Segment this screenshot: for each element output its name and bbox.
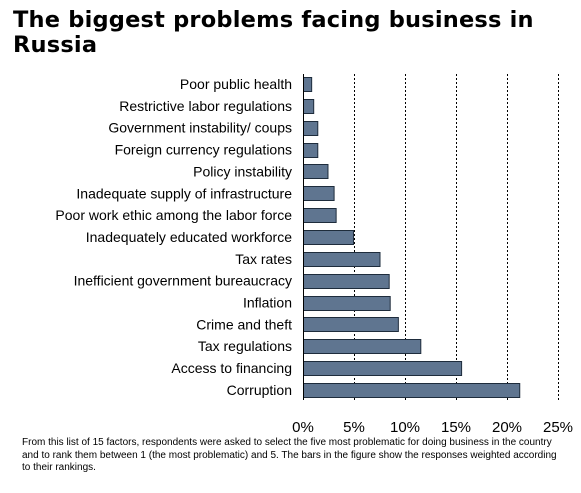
category-label: Corruption <box>227 382 292 398</box>
bar-crime-and-theft <box>303 317 399 332</box>
category-label: Inefficient government bureaucracy <box>74 273 292 289</box>
bar-inflation <box>303 296 391 311</box>
bar-tax-rates <box>303 252 381 267</box>
bar-policy-instability <box>303 164 329 179</box>
x-tick-label: 15% <box>441 419 471 436</box>
category-label: Poor work ethic among the labor force <box>55 207 292 223</box>
x-tick-label: 10% <box>390 419 420 436</box>
bar-inadequately-educated-workforce <box>303 230 354 245</box>
category-label: Inflation <box>243 295 292 311</box>
category-label: Restrictive labor regulations <box>119 98 292 114</box>
category-label: Poor public health <box>180 76 292 92</box>
x-tick-label: 25% <box>543 419 573 436</box>
bars-layer <box>303 77 521 398</box>
bar-poor-work-ethic-among-the-labor-force <box>303 208 337 223</box>
bar-inadequate-supply-of-infrastructure <box>303 186 335 201</box>
category-label: Policy instability <box>193 163 292 179</box>
chart-title: The biggest problems facing business in … <box>13 7 534 58</box>
x-tick-label: 0% <box>292 419 314 436</box>
category-label: Foreign currency regulations <box>115 142 292 158</box>
bar-tax-regulations <box>303 339 422 354</box>
x-tick-label: 20% <box>492 419 522 436</box>
bar-poor-public-health <box>303 77 313 92</box>
category-label: Tax rates <box>235 251 292 267</box>
category-labels: Poor public health Restrictive labor regu… <box>55 76 292 398</box>
bar-inefficient-government-bureaucracy <box>303 274 390 289</box>
category-label: Government instability/ coups <box>108 120 292 136</box>
x-tick-labels: 0% 5% 10% 15% 20% 25% <box>292 419 573 436</box>
x-tick-label: 5% <box>343 419 365 436</box>
category-label: Tax regulations <box>198 338 292 354</box>
category-label: Access to financing <box>171 360 292 376</box>
category-label: Inadequate supply of infrastructure <box>76 185 292 201</box>
footnote: From this list of 15 factors, respondent… <box>22 437 557 473</box>
bar-government-instability-coups <box>303 121 319 136</box>
category-label: Inadequately educated workforce <box>86 229 292 245</box>
bar-foreign-currency-regulations <box>303 143 319 158</box>
bar-restrictive-labor-regulations <box>303 99 315 114</box>
category-label: Crime and theft <box>196 316 292 332</box>
bar-access-to-financing <box>303 361 463 376</box>
bar-corruption <box>303 383 521 398</box>
